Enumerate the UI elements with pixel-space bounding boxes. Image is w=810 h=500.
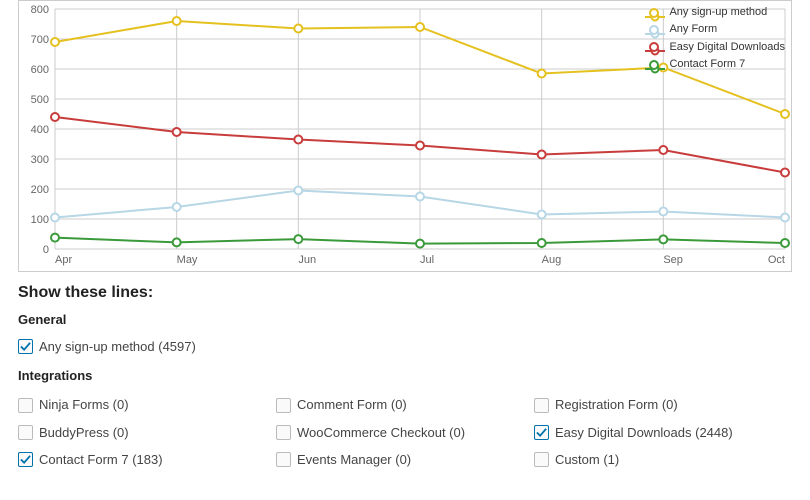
option-registration-form[interactable]: Registration Form (0) xyxy=(534,393,792,416)
option-label: Any sign-up method (4597) xyxy=(39,335,196,358)
option-custom[interactable]: Custom (1) xyxy=(534,448,792,471)
option-edd[interactable]: Easy Digital Downloads (2448) xyxy=(534,421,792,444)
legend-item-cf7: Contact Form 7 xyxy=(645,57,785,72)
option-label: Registration Form (0) xyxy=(555,393,678,416)
svg-text:0: 0 xyxy=(43,244,49,256)
option-label: WooCommerce Checkout (0) xyxy=(297,421,465,444)
option-woocommerce-checkout[interactable]: WooCommerce Checkout (0) xyxy=(276,421,534,444)
svg-text:Apr: Apr xyxy=(55,254,72,266)
svg-text:200: 200 xyxy=(31,184,49,196)
option-label: BuddyPress (0) xyxy=(39,421,129,444)
legend-label: Any Form xyxy=(669,22,717,37)
legend-item-edd: Easy Digital Downloads xyxy=(645,40,785,55)
svg-text:400: 400 xyxy=(31,124,49,136)
svg-text:Sep: Sep xyxy=(663,254,683,266)
checkbox-cf7[interactable] xyxy=(18,452,33,467)
checkbox-ninja-forms[interactable] xyxy=(18,398,33,413)
svg-text:100: 100 xyxy=(31,214,49,226)
svg-text:Aug: Aug xyxy=(542,254,562,266)
svg-text:Oct: Oct xyxy=(768,254,785,266)
svg-text:Jun: Jun xyxy=(298,254,316,266)
legend-item-any_form: Any Form xyxy=(645,22,785,37)
svg-text:300: 300 xyxy=(31,154,49,166)
svg-text:800: 800 xyxy=(31,4,49,16)
option-comment-form[interactable]: Comment Form (0) xyxy=(276,393,534,416)
option-label: Easy Digital Downloads (2448) xyxy=(555,421,733,444)
line-controls: General Any sign-up method (4597) Integrat… xyxy=(18,312,792,474)
svg-text:500: 500 xyxy=(31,94,49,106)
legend-label: Contact Form 7 xyxy=(669,57,745,72)
lines-section-title: Show these lines: xyxy=(18,284,792,302)
chart-legend: Any sign-up method Any Form Easy Digital D… xyxy=(645,5,785,75)
option-any-signup[interactable]: Any sign-up method (4597) xyxy=(18,335,792,358)
checkbox-registration-form[interactable] xyxy=(534,398,549,413)
checkbox-custom[interactable] xyxy=(534,452,549,467)
option-label: Contact Form 7 (183) xyxy=(39,448,163,471)
checkbox-woocommerce-checkout[interactable] xyxy=(276,425,291,440)
svg-text:600: 600 xyxy=(31,64,49,76)
legend-label: Any sign-up method xyxy=(669,5,767,20)
checkbox-buddypress[interactable] xyxy=(18,425,33,440)
signup-chart: 0 100 200 300 400 500 600 700 800 Apr May Jun Jul Aug… xyxy=(18,0,792,272)
group-heading-general: General xyxy=(18,312,792,327)
option-label: Comment Form (0) xyxy=(297,393,407,416)
checkbox-edd[interactable] xyxy=(534,425,549,440)
option-ninja-forms[interactable]: Ninja Forms (0) xyxy=(18,393,276,416)
checkbox-comment-form[interactable] xyxy=(276,398,291,413)
option-cf7[interactable]: Contact Form 7 (183) xyxy=(18,448,276,471)
option-events-manager[interactable]: Events Manager (0) xyxy=(276,448,534,471)
svg-text:700: 700 xyxy=(31,34,49,46)
checkbox-any-signup[interactable] xyxy=(18,339,33,354)
checkbox-events-manager[interactable] xyxy=(276,452,291,467)
option-label: Custom (1) xyxy=(555,448,619,471)
legend-label: Easy Digital Downloads xyxy=(669,40,785,55)
legend-item-any_signup: Any sign-up method xyxy=(645,5,785,20)
option-label: Ninja Forms (0) xyxy=(39,393,129,416)
svg-text:Jul: Jul xyxy=(420,254,434,266)
option-buddypress[interactable]: BuddyPress (0) xyxy=(18,421,276,444)
group-heading-integrations: Integrations xyxy=(18,368,792,383)
option-label: Events Manager (0) xyxy=(297,448,411,471)
svg-text:May: May xyxy=(177,254,198,266)
